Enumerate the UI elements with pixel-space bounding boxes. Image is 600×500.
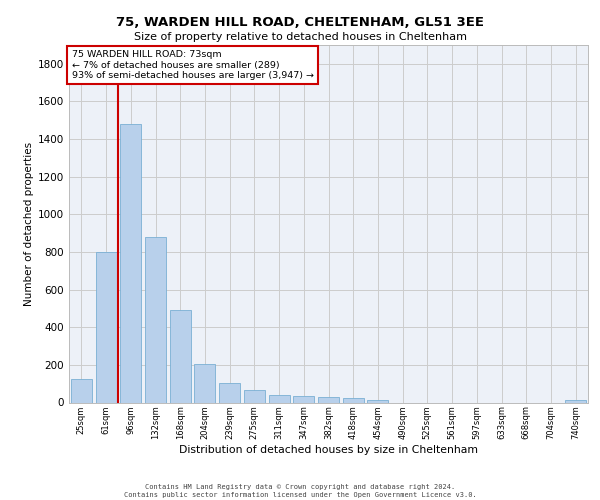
- Text: 75 WARDEN HILL ROAD: 73sqm
← 7% of detached houses are smaller (289)
93% of semi: 75 WARDEN HILL ROAD: 73sqm ← 7% of detac…: [71, 50, 314, 80]
- Bar: [318, 397, 339, 402]
- Bar: [367, 400, 388, 402]
- Bar: [194, 364, 215, 403]
- Bar: [145, 237, 166, 402]
- Bar: [170, 310, 191, 402]
- Y-axis label: Number of detached properties: Number of detached properties: [24, 142, 34, 306]
- Bar: [293, 396, 314, 402]
- Text: 75, WARDEN HILL ROAD, CHELTENHAM, GL51 3EE: 75, WARDEN HILL ROAD, CHELTENHAM, GL51 3…: [116, 16, 484, 29]
- Bar: [219, 382, 240, 402]
- Bar: [565, 400, 586, 402]
- Bar: [71, 379, 92, 402]
- Bar: [95, 252, 116, 402]
- Bar: [269, 395, 290, 402]
- Text: Contains HM Land Registry data © Crown copyright and database right 2024.
Contai: Contains HM Land Registry data © Crown c…: [124, 484, 476, 498]
- Bar: [343, 398, 364, 402]
- Bar: [120, 124, 141, 402]
- X-axis label: Distribution of detached houses by size in Cheltenham: Distribution of detached houses by size …: [179, 445, 478, 455]
- Bar: [244, 390, 265, 402]
- Text: Size of property relative to detached houses in Cheltenham: Size of property relative to detached ho…: [133, 32, 467, 42]
